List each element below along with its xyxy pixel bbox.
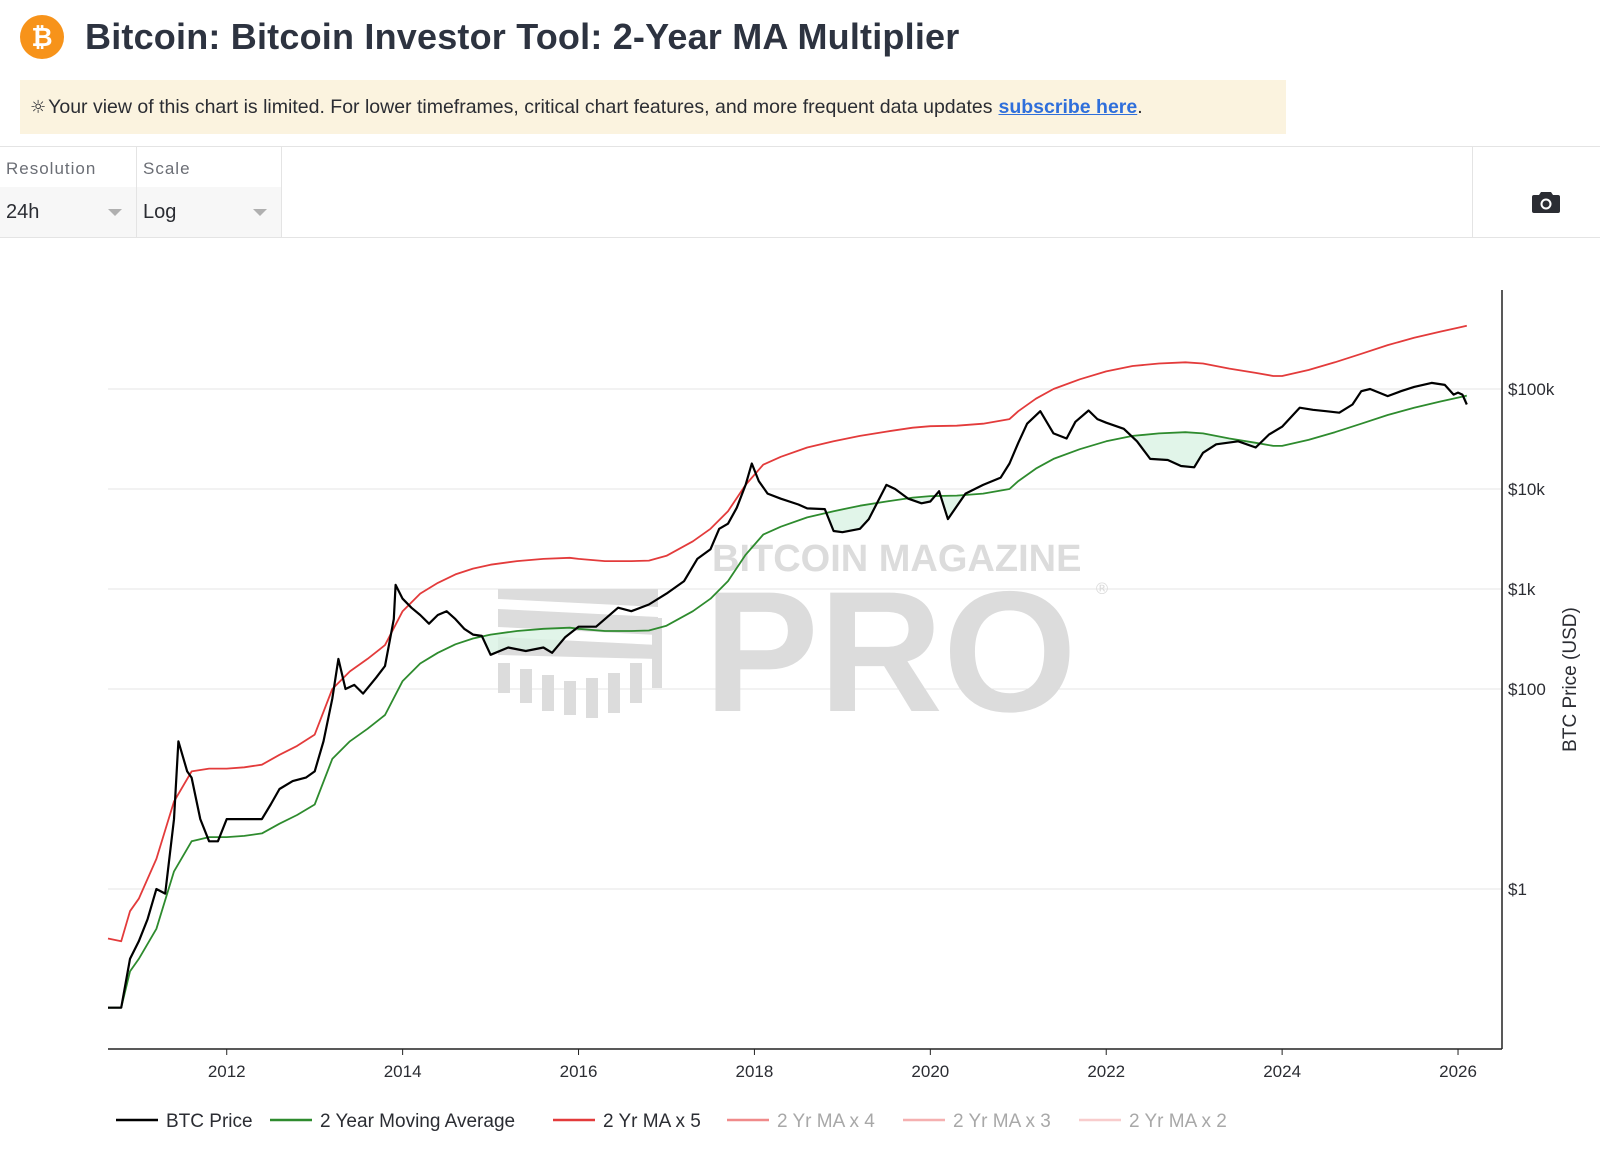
legend-label[interactable]: 2 Yr MA x 5	[603, 1111, 701, 1132]
legend-item[interactable]: 2 Yr MA x 3	[903, 1111, 1051, 1132]
series-line-two-year-ma-x5	[107, 324, 1467, 943]
x-tick-label: 2018	[736, 1062, 774, 1081]
legend-label[interactable]: 2 Year Moving Average	[320, 1111, 515, 1132]
series-line-two-year-ma	[108, 394, 1467, 1009]
legend-item[interactable]: 2 Year Moving Average	[270, 1111, 515, 1132]
watermark: BITCOIN MAGAZINE PRO ®	[498, 538, 1110, 748]
y-tick-label: $100	[1508, 680, 1546, 699]
y-tick-label: $1k	[1508, 580, 1536, 599]
legend-item[interactable]: BTC Price	[116, 1111, 253, 1132]
chart-legend: BTC Price 2 Year Moving Average 2 Yr MA x …	[116, 1111, 1227, 1132]
bitcoin-logo-icon: ₿	[20, 15, 64, 59]
x-tick-label: 2026	[1439, 1062, 1477, 1081]
chart-axes: $1 $100 $1k $10k $100k 2012 2014 2016 2018 2020 20…	[108, 290, 1581, 1081]
x-tick-label: 2014	[384, 1062, 422, 1081]
y-tick-label: $100k	[1508, 380, 1555, 399]
y-axis-label: BTC Price (USD)	[1560, 607, 1581, 752]
legend-item[interactable]: 2 Yr MA x 2	[1079, 1111, 1227, 1132]
y-tick-label: $1	[1508, 880, 1527, 899]
watermark-logo-icon	[498, 589, 662, 718]
limited-view-notice: ☼ Your view of this chart is limited. Fo…	[20, 80, 1286, 134]
notice-text: Your view of this chart is limited. For …	[48, 95, 993, 118]
watermark-top-text: BITCOIN MAGAZINE	[712, 538, 1081, 580]
chart-grid	[108, 388, 1502, 890]
y-tick-label: $10k	[1508, 480, 1545, 499]
page-title: Bitcoin: Bitcoin Investor Tool: 2-Year M…	[85, 16, 960, 57]
x-tick-label: 2022	[1087, 1062, 1125, 1081]
chart-area: BITCOIN MAGAZINE PRO ® $1 $100 $1k $10k $100…	[107, 290, 1581, 1132]
page-header: ₿ Bitcoin: Bitcoin Investor Tool: 2-Year…	[20, 12, 959, 62]
scale-label: Scale	[143, 159, 191, 178]
sun-icon: ☼	[30, 96, 47, 118]
legend-item[interactable]: 2 Yr MA x 4	[727, 1111, 875, 1132]
chart-controls: Resolution 24h Scale Log	[0, 146, 1600, 238]
resolution-control: Resolution 24h	[0, 147, 137, 238]
legend-label[interactable]: 2 Yr MA x 2	[1129, 1111, 1227, 1132]
series-lines	[107, 324, 1468, 1009]
series-line-btc-price	[108, 381, 1468, 1009]
chevron-down-icon	[108, 209, 122, 216]
x-tick-label: 2024	[1263, 1062, 1301, 1081]
legend-item[interactable]: 2 Yr MA x 5	[553, 1111, 701, 1132]
camera-icon	[1532, 192, 1560, 213]
x-tick-label: 2020	[911, 1062, 949, 1081]
legend-label[interactable]: 2 Yr MA x 4	[777, 1111, 875, 1132]
undervalued-zone	[1132, 432, 1260, 468]
subscribe-link[interactable]: subscribe here	[998, 95, 1138, 118]
x-tick-label: 2012	[208, 1062, 246, 1081]
chevron-down-icon	[253, 209, 267, 216]
legend-label[interactable]: BTC Price	[166, 1111, 253, 1132]
watermark-main-text: PRO	[704, 556, 1077, 748]
x-tick-label: 2016	[560, 1062, 598, 1081]
legend-label[interactable]: 2 Yr MA x 3	[953, 1111, 1051, 1132]
scale-control: Scale Log	[137, 147, 282, 238]
notice-suffix: .	[1137, 95, 1143, 118]
resolution-label: Resolution	[6, 159, 97, 178]
screenshot-button[interactable]	[1472, 147, 1600, 238]
watermark-registered-mark: ®	[1094, 579, 1110, 598]
